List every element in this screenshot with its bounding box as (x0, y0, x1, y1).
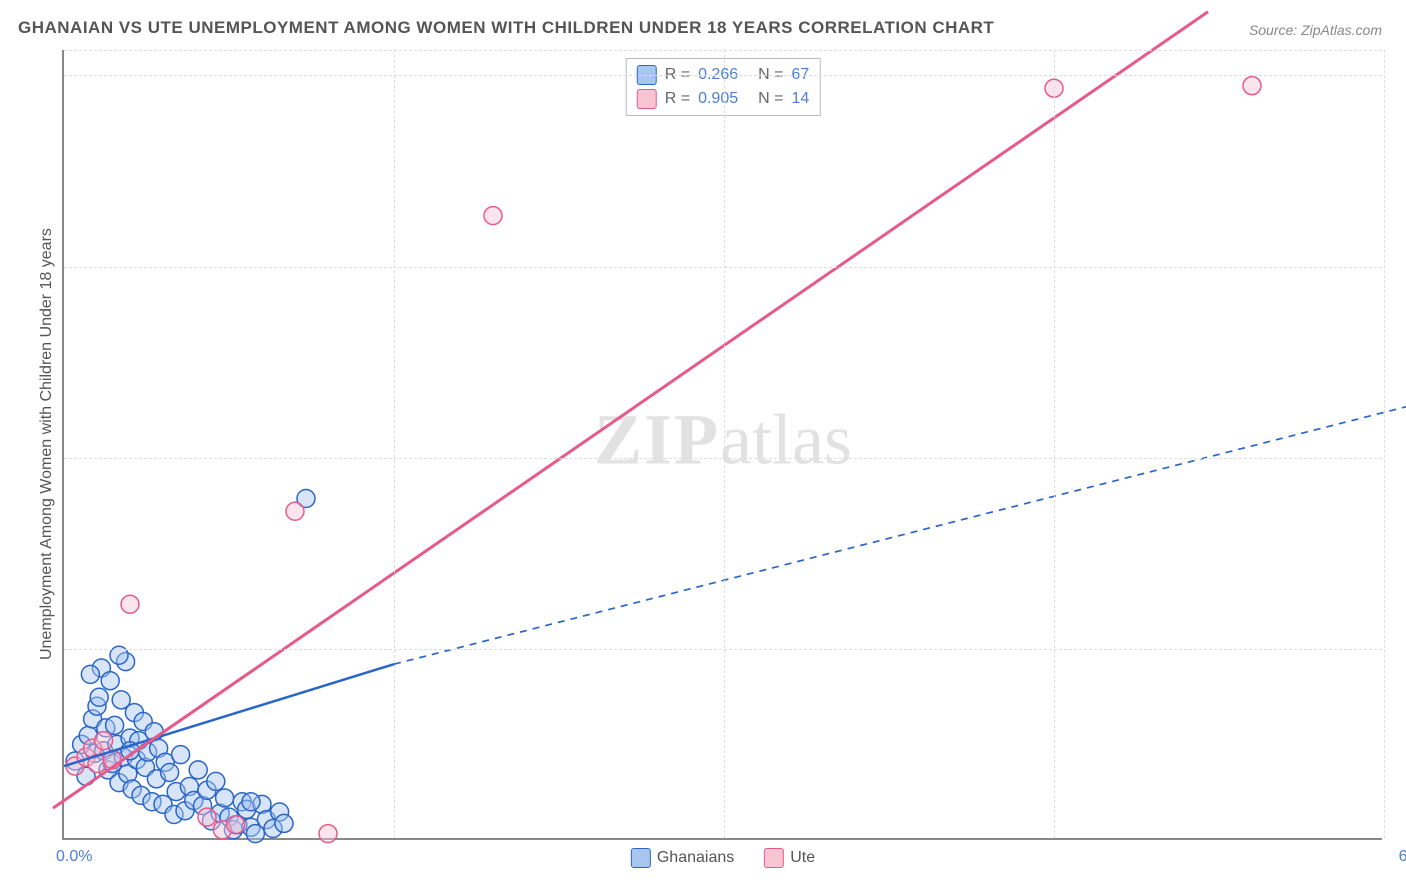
legend-series: Ghanaians Ute (631, 848, 815, 868)
y-tick-label: 15.0% (1392, 640, 1406, 658)
regression-line (53, 12, 1208, 808)
data-point (207, 772, 225, 790)
gridline-v (724, 50, 725, 838)
data-point (198, 808, 216, 826)
y-tick-label: 30.0% (1392, 449, 1406, 467)
legend-series-item: Ute (764, 848, 815, 868)
gridline-h (64, 458, 1382, 459)
chart-plot-area: ZIPatlas R = 0.266 N = 67 R = 0.905 N = … (62, 50, 1382, 840)
x-tick-label: 0.0% (56, 848, 92, 866)
stat-label: N = (758, 90, 783, 108)
legend-swatch (764, 848, 784, 868)
data-point (227, 816, 245, 834)
data-point (121, 595, 139, 613)
x-tick-label: 60.0% (1399, 848, 1406, 866)
gridline-h (64, 50, 1382, 51)
gridline-v (1384, 50, 1385, 838)
legend-series-item: Ghanaians (631, 848, 734, 868)
legend-series-label: Ute (790, 849, 815, 867)
data-point (161, 763, 179, 781)
data-point (101, 672, 119, 690)
data-point (172, 746, 190, 764)
stat-label: R = (665, 90, 690, 108)
data-point (484, 207, 502, 225)
y-tick-label: 60.0% (1392, 66, 1406, 84)
stat-r-value: 0.905 (698, 90, 738, 108)
data-point (189, 761, 207, 779)
legend-series-label: Ghanaians (657, 849, 734, 867)
y-axis-title: Unemployment Among Women with Children U… (38, 228, 56, 660)
legend-stats-row: R = 0.905 N = 14 (637, 87, 810, 111)
gridline-h (64, 75, 1382, 76)
legend-stats: R = 0.266 N = 67 R = 0.905 N = 14 (626, 58, 821, 116)
data-point (106, 716, 124, 734)
plot-svg (64, 50, 1382, 838)
legend-swatch (637, 89, 657, 109)
data-point (81, 665, 99, 683)
source-label: Source: ZipAtlas.com (1249, 22, 1382, 38)
stat-n-value: 14 (791, 90, 809, 108)
gridline-v (394, 50, 395, 838)
data-point (242, 793, 260, 811)
data-point (1243, 77, 1261, 95)
y-tick-label: 45.0% (1392, 258, 1406, 276)
regression-line-dash (394, 407, 1406, 664)
chart-title: GHANAIAN VS UTE UNEMPLOYMENT AMONG WOMEN… (18, 18, 994, 38)
gridline-h (64, 649, 1382, 650)
data-point (275, 814, 293, 832)
data-point (90, 688, 108, 706)
gridline-h (64, 267, 1382, 268)
data-point (216, 789, 234, 807)
data-point (95, 732, 113, 750)
gridline-v (1054, 50, 1055, 838)
legend-swatch (631, 848, 651, 868)
data-point (286, 502, 304, 520)
data-point (319, 825, 337, 843)
